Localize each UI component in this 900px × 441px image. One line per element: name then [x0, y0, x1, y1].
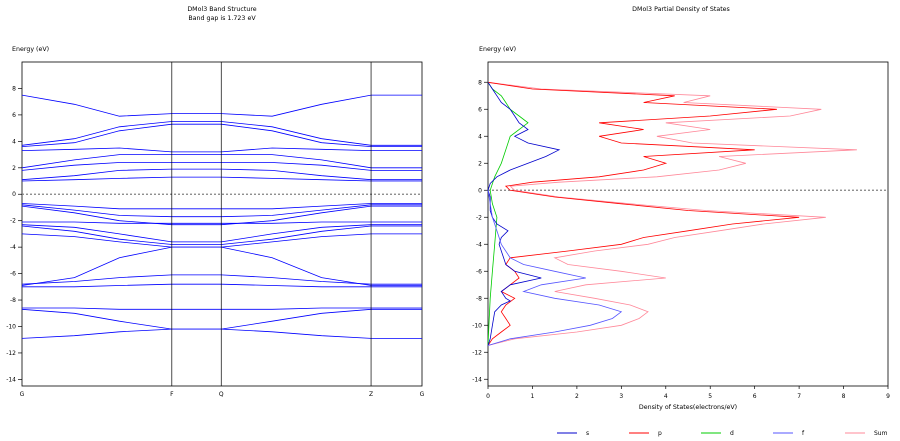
pdos-y-tick-label: -10	[472, 322, 482, 329]
pdos-y-tick-label: -14	[472, 376, 482, 383]
band-y-tick-label: -2	[10, 218, 16, 225]
pdos-plot-frame	[487, 61, 889, 387]
pdos-line-p	[487, 81, 800, 346]
pdos-y-tick-label: -6	[476, 268, 482, 275]
band-chart-subtitle: Band gap is 1.723 eV	[188, 15, 256, 22]
kpoint-label: G	[420, 391, 425, 398]
pdos-x-tick-label: 2	[575, 393, 579, 400]
band-line	[21, 168, 422, 181]
band-line	[21, 233, 422, 248]
band-line	[21, 154, 422, 169]
pdos-y-tick-label: -4	[476, 241, 482, 248]
pdos-y-tick-label: -12	[472, 349, 482, 356]
pdos-x-tick-label: 7	[797, 393, 801, 400]
kpoint-label: Z	[369, 391, 373, 398]
band-y-tick-label: -4	[10, 244, 16, 251]
band-line	[22, 221, 422, 224]
pdos-y-tick-label: 0	[478, 187, 482, 194]
band-plot-frame	[21, 61, 423, 387]
pdos-x-tick-label: 3	[619, 393, 623, 400]
band-line	[21, 123, 422, 148]
pdos-y-tick-label: 4	[478, 133, 482, 140]
band-y-tick-label: -8	[10, 297, 16, 304]
band-line	[21, 121, 422, 146]
kpoint-label: Q	[219, 391, 224, 398]
pdos-x-tick-label: 6	[753, 393, 757, 400]
legend-label-d: d	[730, 430, 734, 437]
pdos-x-tick-label: 0	[486, 393, 490, 400]
kpoint-label: G	[20, 391, 25, 398]
pdos-x-axis-label: Density of States(electrons/eV)	[639, 404, 737, 411]
pdos-y-tick-label: 2	[478, 160, 482, 167]
band-y-tick-label: -14	[6, 376, 16, 383]
band-y-tick-label: -12	[6, 350, 16, 357]
pdos-line-f	[487, 190, 623, 346]
pdos-chart-title: DMol3 Partial Density of States	[632, 6, 730, 13]
band-line	[22, 283, 422, 288]
band-line	[22, 307, 422, 310]
band-line	[21, 246, 422, 286]
band-line	[21, 328, 422, 339]
band-y-tick-label: 0	[12, 191, 16, 198]
legend-label-p: p	[658, 430, 662, 437]
pdos-legend: s p d f Sum	[557, 430, 888, 437]
legend-label-sum: Sum	[874, 430, 888, 437]
band-y-tick-label: 2	[12, 165, 16, 172]
pdos-y-tick-label: 6	[478, 106, 482, 113]
pdos-x-tick-label: 8	[842, 393, 846, 400]
legend-label-f: f	[802, 430, 805, 437]
band-line	[21, 94, 422, 117]
pdos-y-tick-label: 8	[478, 79, 482, 86]
pdos-line-d	[487, 82, 529, 346]
band-y-axis-label: Energy (eV)	[12, 46, 49, 53]
pdos-y-tick-label: -8	[476, 295, 482, 302]
band-y-tick-label: -6	[10, 271, 16, 278]
legend-label-s: s	[586, 430, 589, 437]
kpoint-label: F	[170, 391, 174, 398]
pdos-x-tick-label: 9	[886, 393, 890, 400]
band-chart-title: DMol3 Band Structure	[187, 6, 256, 13]
band-y-tick-label: 4	[12, 138, 16, 145]
pdos-chart: DMol3 Partial Density of States Energy (…	[472, 6, 890, 437]
band-line	[21, 147, 422, 153]
pdos-y-axis-label: Energy (eV)	[479, 46, 516, 53]
band-line	[21, 308, 422, 330]
pdos-x-tick-label: 5	[708, 393, 712, 400]
pdos-line-sum	[487, 81, 857, 346]
pdos-y-tick-label: -2	[476, 214, 482, 221]
band-y-tick-label: -10	[6, 323, 16, 330]
band-structure-chart: DMol3 Band Structure Band gap is 1.723 e…	[6, 6, 424, 398]
band-line	[21, 274, 422, 285]
pdos-line-s	[487, 82, 561, 346]
pdos-x-tick-label: 1	[531, 393, 535, 400]
band-y-tick-label: 6	[12, 112, 16, 119]
band-y-tick-label: 8	[12, 85, 16, 92]
pdos-x-tick-label: 4	[664, 393, 668, 400]
